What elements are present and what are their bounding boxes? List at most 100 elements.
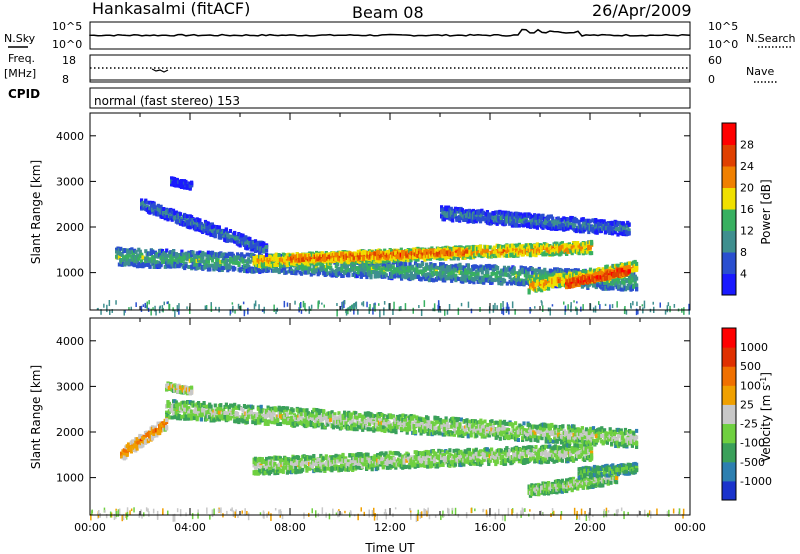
echo-cell [355,267,359,272]
echo-cell [525,280,529,285]
echo-cell [542,282,547,287]
echo-cell [496,266,500,270]
echo-cell [540,249,544,254]
echo-cell [140,252,144,257]
echo-cell [609,275,613,279]
echo-cell [392,259,396,264]
echo-cell [396,258,401,263]
echo-cell [573,268,577,273]
echo-cell [449,212,453,217]
echo-cell [212,224,216,229]
echo-cell [184,264,188,269]
echo-cell [432,278,436,283]
echo-cell [548,283,552,288]
echo-cell [388,263,393,268]
echo-cell [166,217,170,222]
echo-cell [463,255,467,260]
echo-cell [380,267,384,272]
echo-cell [453,247,458,252]
echo-cell [628,275,632,280]
freq-label-line2: [MHz] [4,67,36,80]
echo-cell [309,272,313,277]
echo-cell [224,227,228,232]
echo-cell [483,216,487,221]
echo-cell [483,274,487,278]
echo-cell [471,247,476,252]
echo-cell [190,253,194,258]
echo-cell [494,253,498,258]
echo-cell [441,262,445,267]
echo-cell [461,277,465,282]
echo-cell [464,278,468,283]
echo-cell [444,256,448,261]
echo-cell [503,251,508,256]
echo-cell [537,266,541,271]
echo-cell [283,253,287,258]
echo-cell [437,276,441,281]
echo-cell [556,276,560,281]
echo-cell [284,270,288,275]
echo-cell [499,251,503,256]
echo-cell [187,265,191,269]
echo-cell [523,266,527,271]
echo-cell [427,278,431,283]
echo-cell [217,268,222,273]
echo-cell [628,261,632,266]
echo-cell [377,259,381,264]
echo-cell [209,255,213,260]
echo-cell [455,217,459,222]
echo-cell [242,254,247,259]
echo-cell [500,281,504,286]
echo-cell [142,202,146,207]
echo-cell [241,233,245,238]
echo-cell [618,284,622,289]
echo-cell [408,261,412,266]
nave-right-tick-top: 60 [708,54,722,67]
nsky-left-tick-top: 10^5 [52,20,82,33]
echo-cell [621,263,625,267]
echo-cell [233,266,237,271]
echo-cell [469,270,473,275]
echo-cell [629,280,633,285]
echo-cell [291,254,295,259]
echo-cell [483,252,487,257]
echo-cell [352,268,356,273]
nsky-panel: N.Sky 10^5 10^0 10^5 10^0 N.Search [4,20,796,51]
echo-cell [185,214,189,219]
echo-cell [519,278,523,283]
echo-cell [358,255,362,260]
echo-cell [515,248,519,253]
echo-cell [466,267,470,272]
echo-cell [635,284,639,289]
echo-cell [427,272,431,277]
echo-cell [472,266,476,271]
echo-cell [502,278,507,283]
echo-cell [485,244,489,249]
echo-cell [468,279,472,284]
echo-cell [400,270,404,275]
echo-cell [199,222,203,226]
echo-cell [217,225,221,230]
echo-cell [480,270,484,275]
echo-cell [502,249,506,254]
echo-cell [152,202,156,207]
cpid-mode-text: normal (fast stereo) 153 [94,94,240,108]
echo-cell [576,241,580,245]
echo-cell [510,243,514,248]
echo-cell [247,257,251,262]
echo-cell [267,254,271,259]
echo-cell [180,217,184,221]
echo-cell [206,254,210,259]
echo-cell [588,245,592,250]
echo-cell [359,268,363,273]
echo-cell [456,207,460,211]
echo-cell [547,286,551,291]
echo-cell [241,259,245,264]
echo-cell [548,272,552,276]
echo-cell [474,219,478,224]
echo-cell [244,266,248,271]
echo-cell [369,275,373,280]
echo-cell [377,266,381,271]
echo-cell [305,259,309,264]
